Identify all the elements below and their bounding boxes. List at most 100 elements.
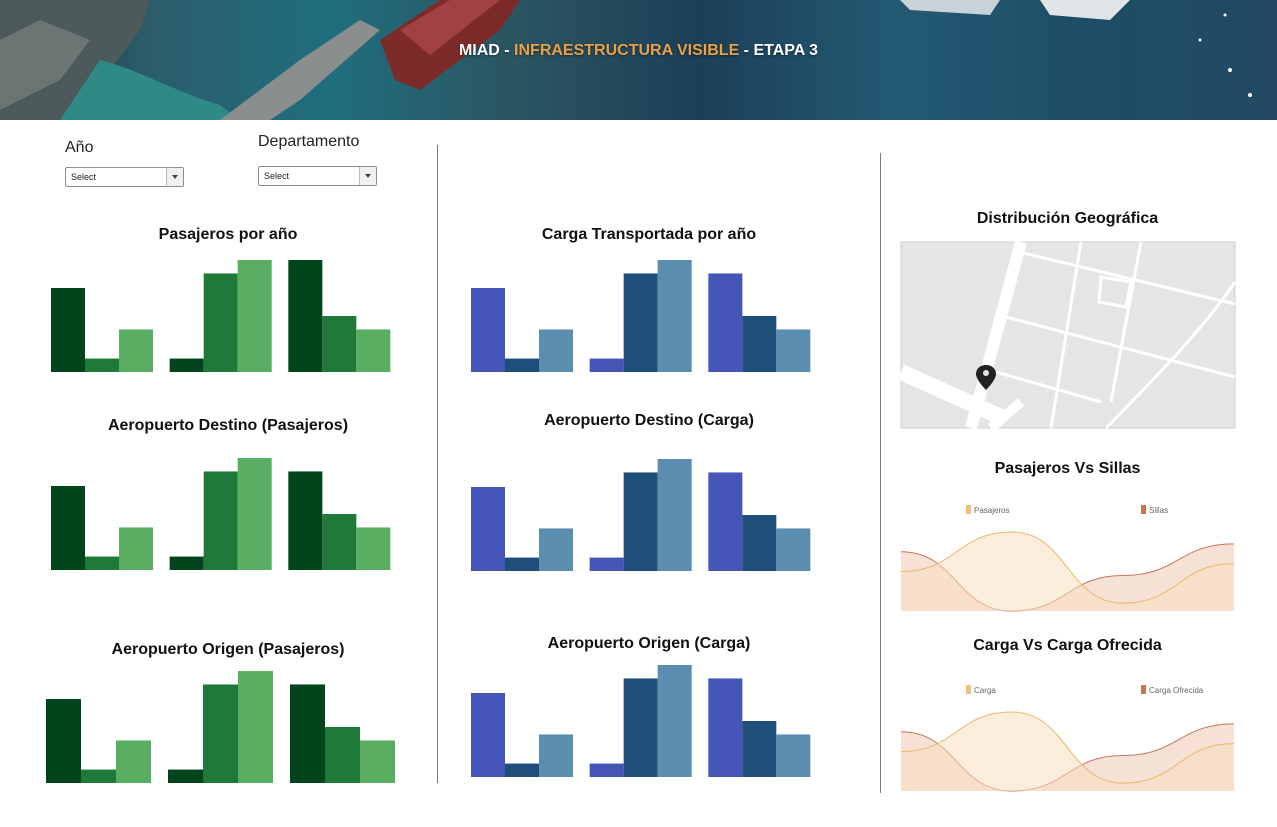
bar-chart-destino-carga <box>471 459 811 571</box>
bar-group-3-series-3[interactable] <box>360 740 395 783</box>
area-series-2[interactable] <box>901 543 1234 611</box>
chart-title-carga-anio: Carga Transportada por año <box>541 226 757 243</box>
bar-group-2-series-1[interactable] <box>589 358 624 372</box>
bar-group-1-series-1[interactable] <box>471 487 505 571</box>
bar-group-2-series-3[interactable] <box>657 459 692 571</box>
area-series-2[interactable] <box>901 723 1234 791</box>
bar-group-2-series-1[interactable] <box>169 556 204 570</box>
bar-group-3-series-2[interactable] <box>325 727 360 783</box>
year-select[interactable]: Select <box>65 167 184 187</box>
bar-group-2-series-2[interactable] <box>623 472 658 571</box>
chevron-down-icon[interactable] <box>359 167 376 185</box>
bar-group-2-series-2[interactable] <box>203 273 238 372</box>
bar-group-1-series-2[interactable] <box>505 358 539 372</box>
bar-group-1-series-3[interactable] <box>119 527 153 570</box>
bar-group-3-series-1[interactable] <box>708 678 743 777</box>
bar-group-1-series-1[interactable] <box>471 288 505 372</box>
bar-group-1-series-3[interactable] <box>119 329 153 372</box>
bar-group-2-series-2[interactable] <box>203 471 238 570</box>
bar-chart-carga-anio <box>471 260 811 372</box>
bar-chart-destino-pasajeros <box>51 458 391 570</box>
column-divider-left <box>437 145 438 783</box>
area-series-1[interactable] <box>901 532 1234 611</box>
bar-group-3-series-2[interactable] <box>742 721 777 777</box>
bar-group-1-series-2[interactable] <box>505 557 539 571</box>
chevron-down-icon[interactable] <box>166 168 183 186</box>
bar-group-3-series-3[interactable] <box>356 329 391 372</box>
bar-group-3-series-2[interactable] <box>742 515 777 571</box>
area-chart-pasajeros-sillas: Pasajeros Sillas <box>900 505 1235 612</box>
header-banner: MIAD - INFRAESTRUCTURA VISIBLE - ETAPA 3 <box>0 0 1277 120</box>
map-panel[interactable] <box>897 240 1237 432</box>
area-chart-carga-ofrecida: Carga Carga Ofrecida <box>900 685 1235 792</box>
area-line-series-1 <box>900 711 1235 784</box>
bar-group-3-series-2[interactable] <box>742 316 777 372</box>
bar-group-1-series-3[interactable] <box>539 528 573 571</box>
bar-group-3-series-3[interactable] <box>356 527 391 570</box>
bar-group-2-series-1[interactable] <box>589 763 624 777</box>
chart-title-carga-ofrecida: Carga Vs Carga Ofrecida <box>973 637 1162 654</box>
area-series-1[interactable] <box>901 712 1234 791</box>
bar-group-1-series-1[interactable] <box>51 486 85 570</box>
bar-group-3-series-1[interactable] <box>708 472 743 571</box>
year-select-value: Select <box>71 172 97 182</box>
bar-group-3-series-1[interactable] <box>288 260 323 372</box>
bar-chart-origen-carga <box>471 665 811 777</box>
bar-group-1-series-1[interactable] <box>51 288 85 372</box>
bar-group-3-series-1[interactable] <box>290 684 325 783</box>
bar-group-1-series-2[interactable] <box>81 769 116 783</box>
legend-swatch-2 <box>1141 505 1146 514</box>
bar-group-2-series-3[interactable] <box>657 260 692 372</box>
harbor-photo <box>0 0 1252 120</box>
legend-label-1[interactable]: Carga <box>974 686 996 695</box>
chart-title-mapa: Distribución Geográfica <box>976 210 1159 227</box>
bar-group-2-series-3[interactable] <box>237 458 272 570</box>
bar-group-3-series-1[interactable] <box>288 471 323 570</box>
legend-swatch-1 <box>966 685 971 694</box>
bar-group-1-series-3[interactable] <box>116 740 151 783</box>
department-filter-label: Departamento <box>258 133 360 150</box>
bar-group-1-series-2[interactable] <box>85 556 119 570</box>
bar-group-1-series-2[interactable] <box>85 358 119 372</box>
department-select-value: Select <box>264 171 290 181</box>
bar-group-1-series-1[interactable] <box>46 699 81 783</box>
bar-group-3-series-3[interactable] <box>776 528 811 571</box>
bar-group-3-series-3[interactable] <box>776 329 811 372</box>
bar-group-2-series-3[interactable] <box>238 671 273 783</box>
bar-group-2-series-2[interactable] <box>623 678 658 777</box>
bar-chart-pasajeros-anio <box>51 260 391 372</box>
bar-group-1-series-3[interactable] <box>539 329 573 372</box>
chart-title-pasajeros-anio: Pasajeros por año <box>158 226 298 243</box>
legend-label-2[interactable]: Carga Ofrecida <box>1149 686 1204 695</box>
bar-group-2-series-3[interactable] <box>237 260 272 372</box>
bar-group-2-series-2[interactable] <box>203 684 238 783</box>
chart-title-destino-pasajeros: Aeropuerto Destino (Pasajeros) <box>107 417 349 434</box>
department-select[interactable]: Select <box>258 166 377 186</box>
bar-group-1-series-3[interactable] <box>539 734 573 777</box>
chart-title-origen-pasajeros: Aeropuerto Origen (Pasajeros) <box>111 641 345 658</box>
bar-group-1-series-2[interactable] <box>505 763 539 777</box>
bar-group-3-series-2[interactable] <box>322 514 357 570</box>
bar-group-3-series-1[interactable] <box>708 273 743 372</box>
bar-group-3-series-2[interactable] <box>322 316 357 372</box>
bar-group-2-series-2[interactable] <box>623 273 658 372</box>
chart-title-pasajeros-sillas: Pasajeros Vs Sillas <box>994 460 1141 477</box>
legend-label-1[interactable]: Pasajeros <box>974 506 1010 515</box>
legend-label-2[interactable]: Sillas <box>1149 506 1168 515</box>
area-line-series-1 <box>900 531 1235 604</box>
page-title: MIAD - INFRAESTRUCTURA VISIBLE - ETAPA 3 <box>458 42 819 59</box>
chart-title-destino-carga: Aeropuerto Destino (Carga) <box>544 412 754 429</box>
bar-group-2-series-1[interactable] <box>168 769 203 783</box>
map-pin-icon[interactable] <box>976 365 996 390</box>
bar-group-2-series-1[interactable] <box>589 557 624 571</box>
legend-swatch-1 <box>966 505 971 514</box>
bar-group-1-series-1[interactable] <box>471 693 505 777</box>
bar-group-2-series-3[interactable] <box>657 665 692 777</box>
bar-chart-origen-pasajeros <box>46 671 395 783</box>
column-divider-right <box>880 153 881 793</box>
year-filter-label: Año <box>65 139 94 156</box>
bar-group-3-series-3[interactable] <box>776 734 811 777</box>
chart-title-origen-carga: Aeropuerto Origen (Carga) <box>547 635 751 652</box>
legend-swatch-2 <box>1141 685 1146 694</box>
bar-group-2-series-1[interactable] <box>169 358 204 372</box>
